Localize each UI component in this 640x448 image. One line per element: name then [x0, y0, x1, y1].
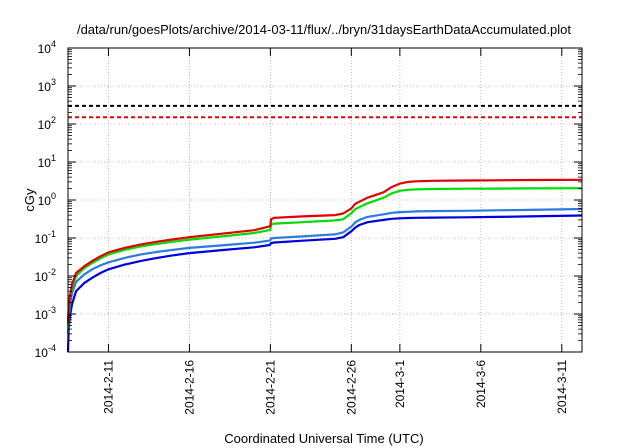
x-axis-label: Coordinated Universal Time (UTC) — [224, 431, 423, 446]
y-tick-exponent: 4 — [51, 39, 56, 49]
series-line — [66, 187, 583, 326]
grid — [68, 48, 582, 352]
y-tick-label: 103 — [38, 77, 56, 94]
series-line — [66, 214, 583, 353]
x-tick-labels: 2014-2-11 2014-2-16 2014-2-21 2014-2-26 2014… — [101, 360, 568, 415]
series-lines — [66, 178, 583, 353]
y-tick-exponent: -3 — [48, 305, 56, 315]
y-tick-label: 10-2 — [35, 267, 56, 284]
y-tick-exponent: 3 — [51, 77, 56, 87]
y-tick-exponent: -4 — [48, 343, 56, 353]
y-tick-exponent: 0 — [51, 191, 56, 201]
x-tick-label: 2014-3-11 — [555, 360, 569, 414]
y-tick-label: 100 — [38, 191, 56, 208]
y-tick-exponent: 2 — [51, 115, 56, 125]
y-tick-exponent: -1 — [48, 229, 56, 239]
x-tick-label: 2014-2-21 — [263, 360, 277, 415]
reference-lines — [68, 104, 582, 119]
y-tick-exponent: -2 — [48, 267, 56, 277]
y-tick-label: 10-1 — [35, 229, 56, 246]
x-tick-label: 2014-2-16 — [182, 360, 196, 415]
y-tick-label: 104 — [38, 39, 56, 56]
x-tick-label: 2014-3-1 — [393, 360, 407, 408]
y-tick-label: 101 — [38, 153, 56, 170]
x-tick-label: 2014-2-26 — [344, 360, 358, 415]
y-tick-label: 10-4 — [35, 343, 56, 360]
plot-frame — [67, 47, 583, 353]
chart-title: /data/run/goesPlots/archive/2014-03-11/f… — [77, 22, 571, 37]
series-line — [66, 207, 583, 334]
x-tick-label: 2014-3-6 — [474, 360, 488, 408]
x-tick-label: 2014-2-11 — [101, 360, 115, 414]
y-tick-label: 102 — [38, 115, 56, 132]
y-tick-exponent: 1 — [51, 153, 56, 163]
y-tick-label: 10-3 — [35, 305, 56, 322]
y-axis-label: cGy — [22, 188, 37, 212]
axis-ticks — [68, 47, 582, 353]
series-line — [66, 178, 583, 323]
